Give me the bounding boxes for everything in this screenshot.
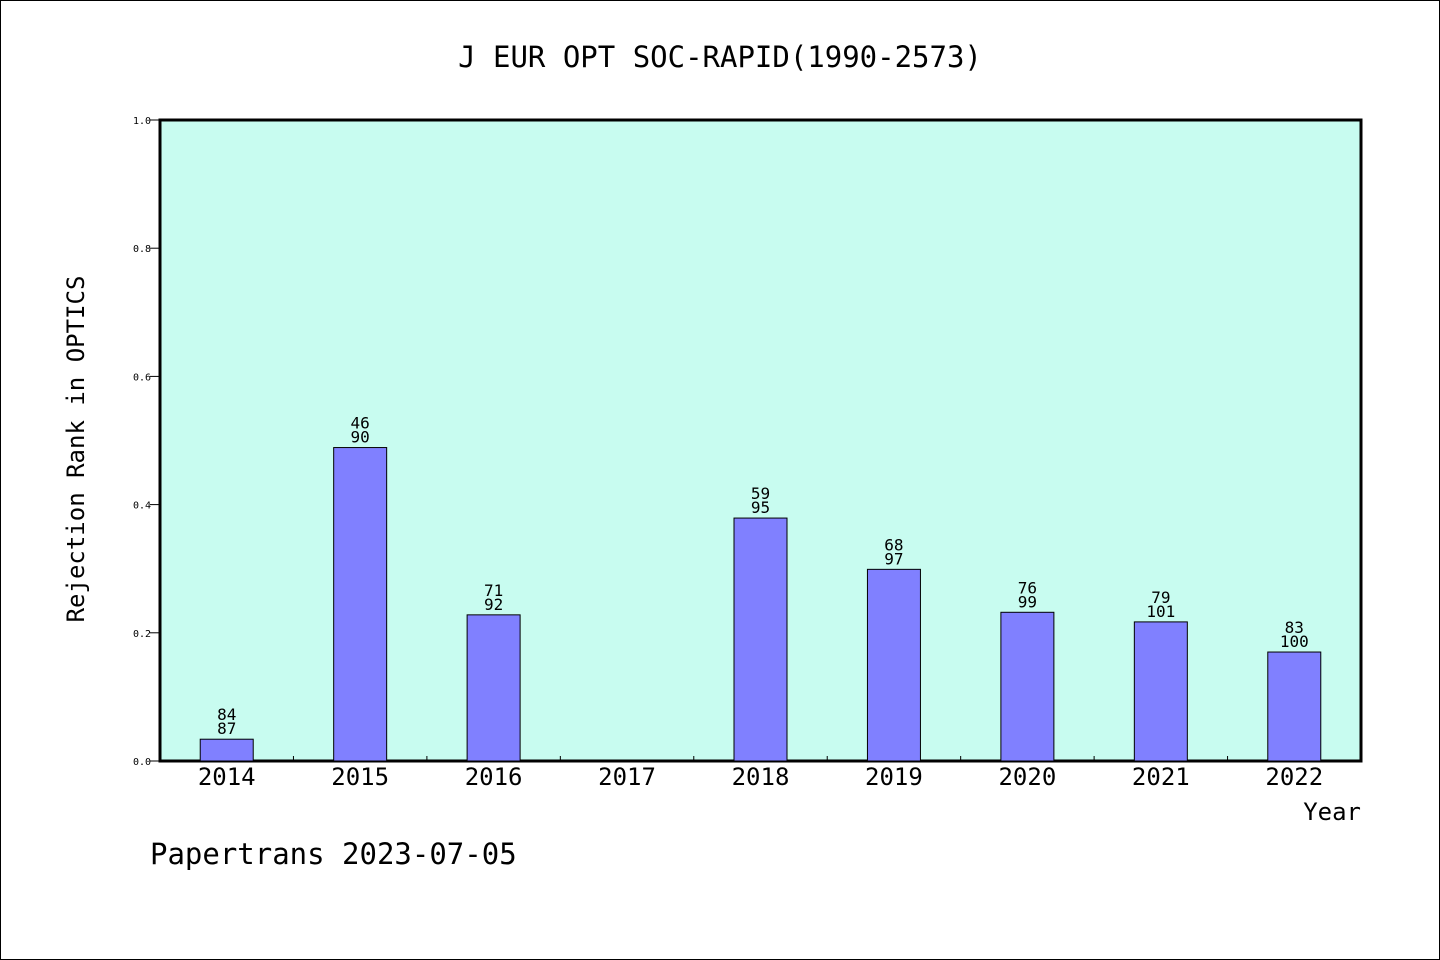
bar-label-top: 84 [217, 705, 236, 724]
x-tick-label: 2019 [865, 763, 923, 791]
y-tick-label: 0.2 [133, 629, 151, 640]
bar-label-top: 46 [351, 414, 370, 433]
bar-label-bottom: 97 [884, 549, 903, 568]
bar-label-top: 59 [751, 484, 770, 503]
bar-label-top: 68 [884, 535, 903, 554]
x-axis: 2014 2015 2016 2017 2018 2019 2020 2021 2022 [198, 756, 1323, 791]
y-axis-label: Rejection Rank in OPTICS [62, 276, 90, 623]
x-tick-label: 2020 [998, 763, 1056, 791]
x-axis-label: Year [1303, 798, 1361, 826]
bar-label-bottom: 99 [1018, 592, 1037, 611]
bars-group [199, 447, 1322, 762]
bar [1000, 611, 1055, 762]
bar-label-top: 76 [1018, 578, 1037, 597]
bar-label-bottom: 101 [1146, 602, 1175, 621]
x-tick-label: 2014 [198, 763, 256, 791]
bar [866, 568, 921, 762]
bar-label-bottom: 92 [484, 595, 503, 614]
bar [1133, 621, 1188, 762]
y-tick-label: 0.8 [133, 244, 151, 255]
y-axis: 0.0 0.2 0.4 0.6 0.8 1.0 [133, 116, 160, 768]
x-tick-label: 2021 [1132, 763, 1190, 791]
bar [733, 517, 788, 762]
y-tick-label: 0.6 [133, 372, 151, 383]
bar-label-bottom: 87 [217, 719, 236, 738]
bar-label-top: 79 [1151, 588, 1170, 607]
x-tick-label: 2018 [732, 763, 790, 791]
chart-title: J EUR OPT SOC-RAPID(1990-2573) [458, 40, 982, 74]
bar-label-top: 83 [1285, 618, 1304, 637]
y-tick-label: 0.0 [133, 757, 151, 768]
y-tick-label: 0.4 [133, 501, 151, 512]
x-tick-label: 2017 [598, 763, 656, 791]
bar [199, 738, 254, 762]
bar-label-top: 71 [484, 581, 503, 600]
bar [333, 447, 388, 762]
x-tick-label: 2022 [1265, 763, 1323, 791]
x-tick-label: 2015 [331, 763, 389, 791]
bar-label-bottom: 100 [1280, 632, 1309, 651]
footer-credit: Papertrans 2023-07-05 [150, 837, 517, 871]
bar [466, 614, 521, 762]
bar-label-bottom: 90 [351, 428, 370, 447]
bar [1267, 651, 1322, 762]
bar-label-bottom: 95 [751, 498, 770, 517]
y-tick-label: 1.0 [133, 116, 151, 127]
x-tick-label: 2016 [465, 763, 523, 791]
